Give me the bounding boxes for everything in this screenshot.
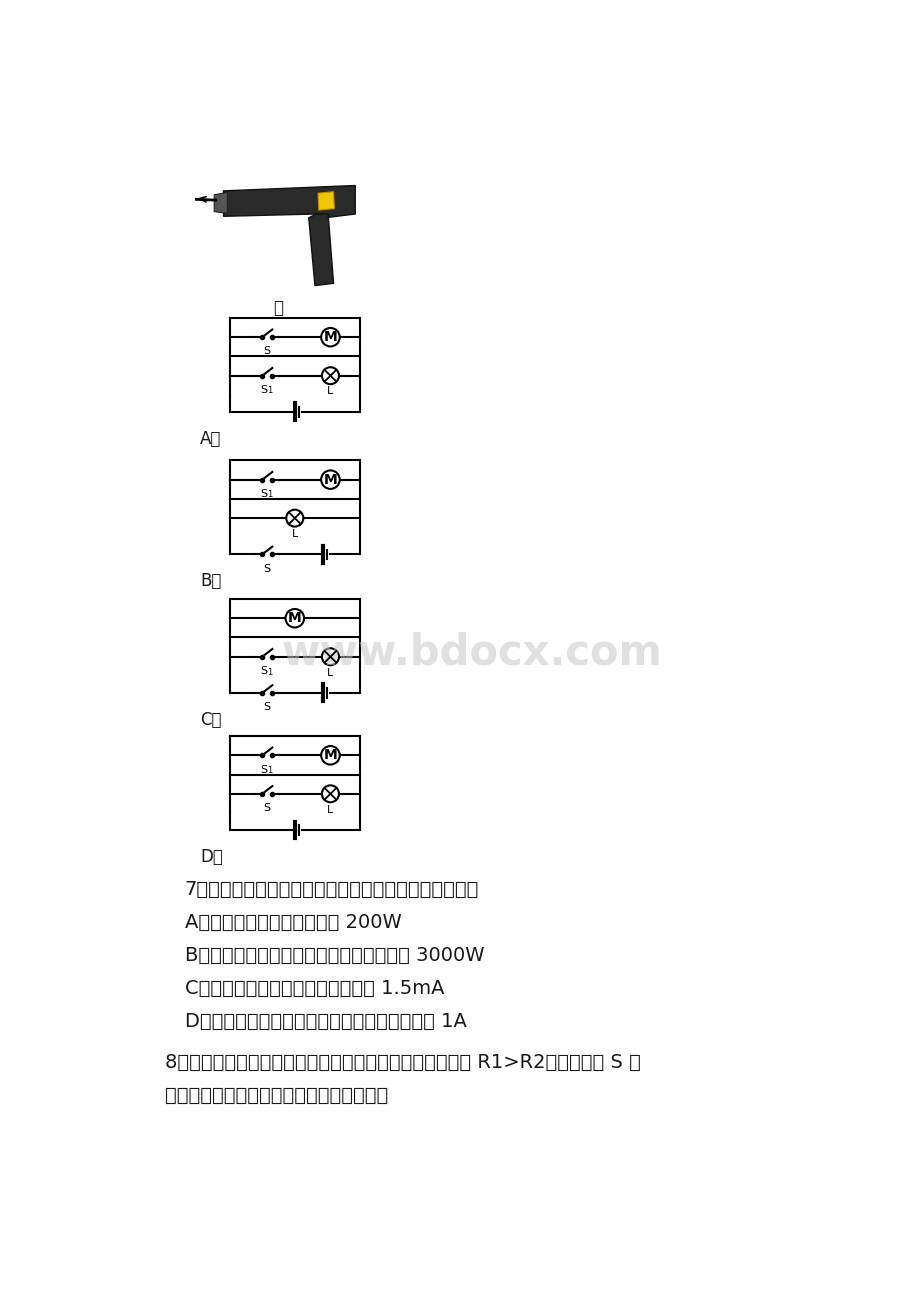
Text: 7．下列是生活中常见的一些数据，其中最贴近实际的是: 7．下列是生活中常见的一些数据，其中最贴近实际的是 [185, 880, 479, 900]
Text: 1: 1 [267, 387, 272, 396]
Polygon shape [318, 191, 334, 210]
Text: 后，电压表的示数变化値大小相同的一组是: 后，电压表的示数变化値大小相同的一组是 [165, 1086, 388, 1105]
Circle shape [321, 746, 339, 764]
Text: S: S [260, 667, 267, 676]
Text: B．: B． [200, 572, 221, 590]
Text: M: M [323, 749, 337, 762]
Text: L: L [327, 387, 334, 397]
Text: 1: 1 [267, 766, 272, 775]
Polygon shape [214, 193, 227, 214]
Circle shape [286, 509, 303, 526]
Text: C．: C． [200, 711, 221, 729]
Text: S: S [260, 488, 267, 499]
Text: L: L [327, 805, 334, 815]
Text: M: M [323, 331, 337, 344]
Circle shape [322, 648, 338, 665]
Text: A．电饭锅煮饭时的功率约为 200W: A．电饭锅煮饭时的功率约为 200W [185, 913, 401, 932]
Text: S: S [263, 564, 270, 574]
Text: M: M [323, 473, 337, 487]
Text: D．教室内的一只药光灯正常工作时的电流约为 1A: D．教室内的一只药光灯正常工作时的电流约为 1A [185, 1012, 466, 1031]
Circle shape [321, 328, 339, 346]
Text: www.bdocx.com: www.bdocx.com [281, 631, 661, 674]
Circle shape [322, 367, 338, 384]
Circle shape [285, 609, 304, 628]
Text: 甲: 甲 [272, 298, 282, 316]
Polygon shape [223, 185, 355, 217]
Text: 1: 1 [267, 491, 272, 500]
Text: M: M [288, 611, 301, 625]
Text: B．储热式电热水器给水加热时的功率约为 3000W: B．储热式电热水器给水加热时的功率约为 3000W [185, 947, 483, 965]
Text: 8．如图所示四个电路中，电源电压相同且恒定不变，电际 R1>R2．闭合开关 S 前: 8．如图所示四个电路中，电源电压相同且恒定不变，电际 R1>R2．闭合开关 S … [165, 1053, 641, 1072]
Text: S: S [260, 764, 267, 775]
Text: A．: A． [200, 430, 221, 448]
Text: S: S [263, 702, 270, 712]
Circle shape [322, 785, 338, 802]
Text: L: L [291, 529, 298, 539]
Circle shape [321, 470, 339, 488]
Text: C．电子手表正常工作时的电流约为 1.5mA: C．电子手表正常工作时的电流约为 1.5mA [185, 979, 444, 999]
Text: 1: 1 [267, 668, 272, 677]
Text: S: S [260, 385, 267, 395]
Polygon shape [309, 214, 334, 285]
Text: L: L [327, 668, 334, 677]
Text: D．: D． [200, 848, 223, 866]
Text: S: S [263, 803, 270, 812]
Text: S: S [263, 346, 270, 357]
